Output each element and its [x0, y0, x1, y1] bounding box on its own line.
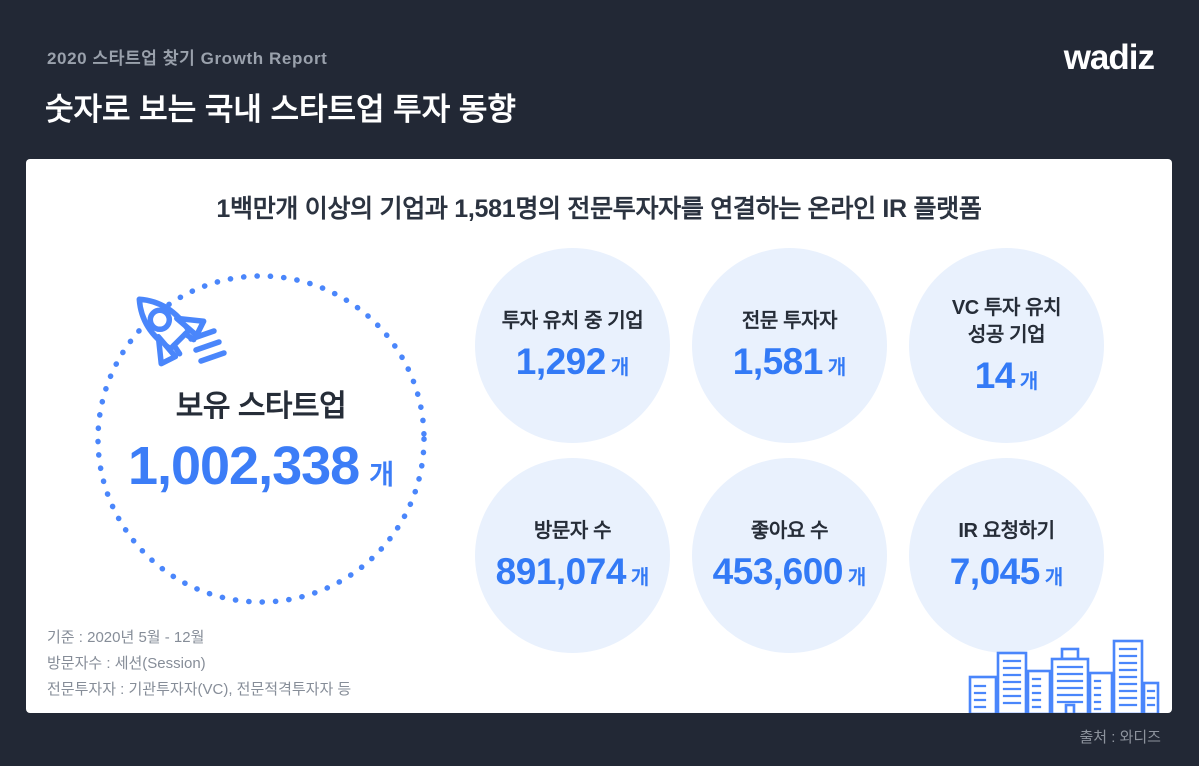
stat-number: 453,600 개 [713, 551, 867, 593]
footnote-investors: 전문투자자 : 기관투자자(VC), 전문적격투자자 등 [47, 681, 352, 698]
stat-number: 7,045 개 [950, 551, 1064, 593]
hero-stat-value: 1,002,338 [127, 436, 360, 496]
footnote-period: 기준 : 2020년 5월 - 12월 [47, 629, 205, 646]
stat-circle-professional-investors: 전문 투자자 1,581 개 [692, 248, 887, 443]
stat-value: 14 [974, 354, 1016, 396]
stat-unit: 개 [1019, 370, 1039, 393]
stat-value: 1,292 [515, 341, 607, 382]
stat-unit: 개 [610, 357, 630, 379]
source-credit: 출처 : 와디즈 [1079, 729, 1161, 746]
stat-label: IR 요청하기 [958, 520, 1055, 542]
stat-unit: 개 [847, 567, 867, 589]
report-eyebrow: 2020 스타트업 찾기 Growth Report [47, 49, 328, 68]
hero-stat: 보유 스타트업 1,002,338 개 [93, 271, 429, 607]
stat-circle-visitors: 방문자 수 891,074 개 [475, 458, 670, 653]
city-buildings-icon [968, 639, 1160, 713]
stat-value: 453,600 [712, 551, 844, 592]
stat-unit: 개 [1044, 567, 1064, 589]
hero-stat-label: 보유 스타트업 [175, 390, 347, 423]
stats-card: 1백만개 이상의 기업과 1,581명의 전문투자자를 연결하는 온라인 IR … [26, 159, 1172, 713]
stat-value: 7,045 [949, 551, 1041, 592]
footnote-visitors: 방문자수 : 세션(Session) [47, 655, 206, 672]
stat-label: 좋아요 수 [750, 520, 829, 542]
stat-number: 1,581 개 [733, 341, 847, 383]
stat-value: 891,074 [495, 551, 627, 592]
stat-unit: 개 [827, 357, 847, 379]
hero-stat-number: 1,002,338 개 [128, 435, 394, 497]
footnotes: 기준 : 2020년 5월 - 12월 방문자수 : 세션(Session) 전… [47, 625, 351, 703]
stat-number: 891,074 개 [496, 551, 650, 593]
dotted-circle [95, 273, 427, 605]
stat-number: 1,292 개 [516, 341, 630, 383]
hero-stat-unit: 개 [369, 460, 395, 490]
stat-label: 투자 유치 중 기업 [501, 310, 644, 332]
stat-circle-funding-companies: 투자 유치 중 기업 1,292 개 [475, 248, 670, 443]
stat-circle-ir-requests: IR 요청하기 7,045 개 [909, 458, 1104, 653]
stat-value: 1,581 [732, 341, 824, 382]
rocket-icon [136, 296, 227, 367]
stat-label: VC 투자 유치 성공 기업 [951, 296, 1062, 346]
wadiz-logo: wadiz [1063, 38, 1155, 77]
stat-circle-likes: 좋아요 수 453,600 개 [692, 458, 887, 653]
stat-number: 14 개 [975, 355, 1039, 397]
card-heading: 1백만개 이상의 기업과 1,581명의 전문투자자를 연결하는 온라인 IR … [216, 195, 982, 223]
stat-unit: 개 [630, 567, 650, 589]
page-title: 숫자로 보는 국내 스타트업 투자 동향 [45, 92, 516, 127]
stat-label: 전문 투자자 [741, 310, 838, 332]
stat-label: 방문자 수 [533, 520, 612, 542]
stat-circle-vc-success: VC 투자 유치 성공 기업 14 개 [909, 248, 1104, 443]
